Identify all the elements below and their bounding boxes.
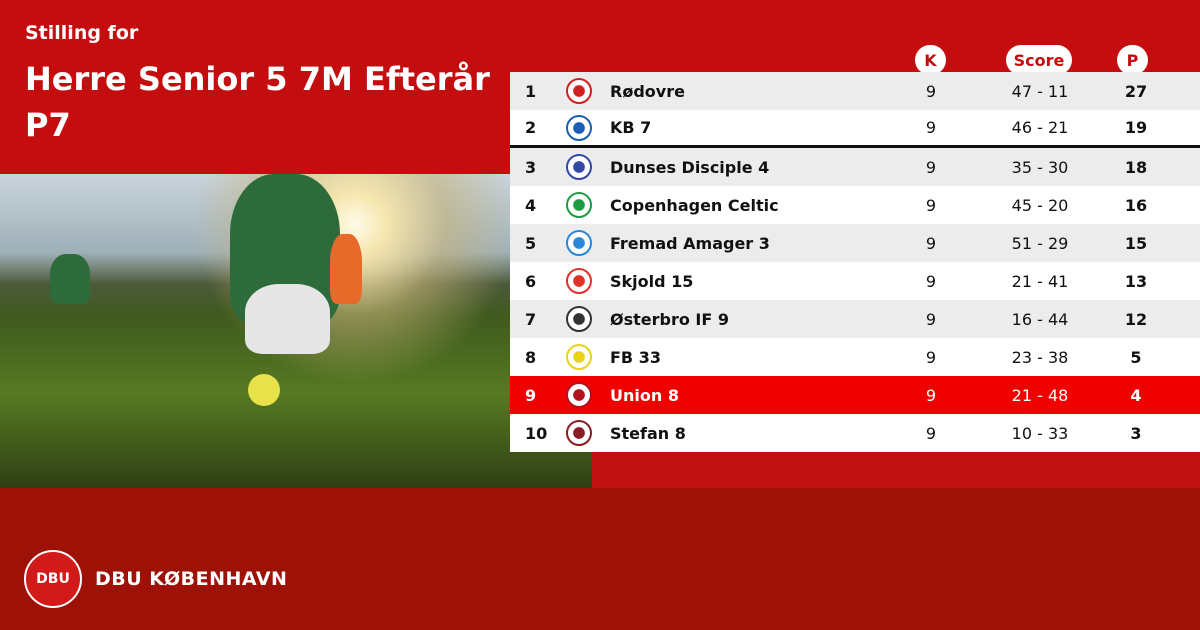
table-row: 10 Stefan 8 9 10 - 33 3 [510, 414, 1200, 452]
points: 4 [1130, 385, 1142, 405]
ball [248, 374, 280, 406]
table-row: 8 FB 33 9 23 - 38 5 [510, 338, 1200, 376]
decorative-pattern [592, 452, 1200, 488]
player-figure [50, 254, 90, 304]
team-logo-icon [566, 192, 592, 218]
matches-played: 9 [925, 118, 937, 137]
points: 3 [1130, 423, 1142, 443]
table-row: 7 Østerbro IF 9 9 16 - 44 12 [510, 300, 1200, 338]
goal-score: 21 - 48 [1011, 385, 1069, 405]
team-logo-icon [566, 268, 592, 294]
team-name: Fremad Amager 3 [610, 233, 770, 253]
player-figure [245, 284, 330, 354]
team-logo-icon [566, 420, 592, 446]
position: 7 [525, 309, 537, 329]
dbu-logo: DBU [24, 550, 82, 608]
col-header-k: K [915, 45, 946, 75]
position: 4 [525, 195, 537, 215]
points: 5 [1130, 347, 1142, 367]
matches-played: 9 [925, 347, 937, 367]
goal-score: 21 - 41 [1011, 271, 1069, 291]
team-name: KB 7 [610, 118, 652, 137]
team-logo-icon [566, 230, 592, 256]
team-name: Copenhagen Celtic [610, 195, 779, 215]
position: 8 [525, 347, 537, 367]
table-row: 6 Skjold 15 9 21 - 41 13 [510, 262, 1200, 300]
col-header-score: Score [1006, 45, 1072, 75]
matches-played: 9 [925, 195, 937, 215]
matches-played: 9 [925, 271, 937, 291]
position: 9 [525, 385, 537, 405]
standings-table: 1 Rødovre 9 47 - 11 27 2 KB 7 9 46 - 21 1… [510, 72, 1200, 452]
team-name: FB 33 [610, 347, 661, 367]
team-name: Union 8 [610, 385, 679, 405]
team-name: Rødovre [610, 81, 685, 101]
goal-score: 35 - 30 [1011, 157, 1069, 177]
table-row: 1 Rødovre 9 47 - 11 27 [510, 72, 1200, 110]
position: 2 [525, 118, 537, 137]
table-row: 4 Copenhagen Celtic 9 45 - 20 16 [510, 186, 1200, 224]
points: 18 [1124, 157, 1148, 177]
table-row: 5 Fremad Amager 3 9 51 - 29 15 [510, 224, 1200, 262]
team-name: Skjold 15 [610, 271, 694, 291]
goal-score: 45 - 20 [1011, 195, 1069, 215]
football-photo [0, 174, 592, 488]
position: 3 [525, 157, 537, 177]
team-logo-icon [566, 306, 592, 332]
goal-score: 23 - 38 [1011, 347, 1069, 367]
team-logo-icon [566, 154, 592, 180]
goal-score: 16 - 44 [1011, 309, 1069, 329]
goal-score: 47 - 11 [1011, 81, 1069, 101]
team-logo-icon [566, 344, 592, 370]
team-logo-icon [566, 382, 592, 408]
table-row: 2 KB 7 9 46 - 21 19 [510, 110, 1200, 148]
position: 10 [525, 423, 548, 443]
goal-score: 46 - 21 [1011, 118, 1069, 137]
points: 12 [1124, 309, 1148, 329]
team-name: Stefan 8 [610, 423, 686, 443]
team-logo-icon [566, 78, 592, 104]
matches-played: 9 [925, 385, 937, 405]
team-logo-icon [566, 114, 592, 141]
player-figure [330, 234, 362, 304]
goal-score: 10 - 33 [1011, 423, 1069, 443]
position: 6 [525, 271, 537, 291]
team-name: Østerbro IF 9 [610, 309, 730, 329]
team-name: Dunses Disciple 4 [610, 157, 770, 177]
goal-score: 51 - 29 [1011, 233, 1069, 253]
page-title: Herre Senior 5 7M Efterår P7 [25, 60, 490, 144]
points: 16 [1124, 195, 1148, 215]
subtitle: Stilling for [25, 22, 139, 44]
points: 19 [1124, 118, 1148, 137]
matches-played: 9 [925, 233, 937, 253]
position: 5 [525, 233, 537, 253]
position: 1 [525, 81, 537, 101]
points: 13 [1124, 271, 1148, 291]
points: 27 [1124, 81, 1148, 101]
table-row: 9 Union 8 9 21 - 48 4 [510, 376, 1200, 414]
matches-played: 9 [925, 81, 937, 101]
matches-played: 9 [925, 309, 937, 329]
matches-played: 9 [925, 157, 937, 177]
table-row: 3 Dunses Disciple 4 9 35 - 30 18 [510, 148, 1200, 186]
col-header-p: P [1117, 45, 1148, 75]
points: 15 [1124, 233, 1148, 253]
brand-name: DBU KØBENHAVN [95, 568, 288, 590]
matches-played: 9 [925, 423, 937, 443]
